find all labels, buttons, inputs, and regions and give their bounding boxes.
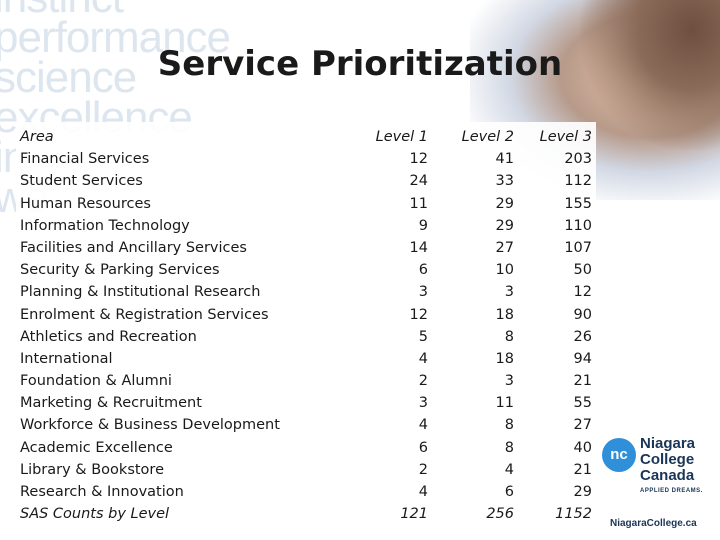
table-cell-l1: 12 [409,151,428,168]
table-cell-l3: 40 [573,439,592,456]
table-cell-l3: 107 [564,239,592,256]
table-cell-l1: 4 [418,484,428,500]
table-cell-l3: 12 [573,284,592,301]
table-cell-l2: 6 [504,484,514,500]
table-cell-l1: 12 [409,306,428,323]
table-cell-area: Enrolment & Registration Services [20,306,269,323]
table-cell-l1: 14 [409,239,428,256]
table-cell-l2: 8 [504,439,514,456]
total-area: SAS Counts by Level [20,506,170,523]
table-cell-l2: 18 [495,350,514,367]
table-cell-l2: 3 [504,284,514,301]
header-area: Area [20,129,54,145]
logo-line2: College [640,451,695,468]
table-cell-l3: 155 [564,195,592,212]
logo-wordmark: Niagara College Canada [640,436,695,484]
website-link[interactable]: NiagaraCollege.ca [610,518,697,529]
table-cell-l1: 2 [418,373,428,390]
total-l1: 121 [400,506,428,523]
level2-column: Level 2 41 33 29 29 27 10 3 18 8 18 3 11 8 8 4 6 256 [430,126,514,525]
background-watermark-words: instinct performance science excellence … [0,0,231,220]
table-panel [16,122,596,528]
table-cell-l1: 6 [418,439,428,456]
table-cell-l2: 3 [504,373,514,390]
table-cell-area: Foundation & Alumni [20,373,172,390]
table-cell-area: International [20,350,113,367]
header-l1: Level 1 [375,129,428,145]
table-cell-area: Planning & Institutional Research [20,284,261,301]
table-cell-l1: 5 [418,328,428,345]
table-cell-l2: 8 [504,328,514,345]
logo-line3: Canada [640,467,695,484]
table-cell-l1: 4 [418,417,428,434]
slide-title: Service Prioritization [157,44,563,84]
table-cell-area: Human Resources [20,195,151,212]
table-cell-area: Marketing & Recruitment [20,395,202,412]
table-cell-l2: 29 [495,195,514,212]
table-cell-area: Information Technology [20,217,190,234]
table-cell-l3: 112 [564,173,592,190]
table-cell-area: Athletics and Recreation [20,328,197,345]
table-cell-l2: 33 [495,173,514,190]
table-cell-l3: 21 [573,373,592,390]
header-l2: Level 2 [461,129,514,145]
table-cell-area: Workforce & Business Development [20,417,280,434]
table-cell-l2: 27 [495,239,514,256]
total-l3: 1152 [555,506,592,523]
table-cell-area: Library & Bookstore [20,461,164,478]
bg-word: performance [0,13,231,62]
table-cell-l3: 26 [573,328,592,345]
table-cell-l2: 29 [495,217,514,234]
table-cell-l3: 90 [573,306,592,323]
table-cell-l2: 4 [504,461,514,478]
college-logo: nc Niagara College Canada APPLIED DREAMS… [600,436,720,498]
table-cell-area: Research & Innovation [20,484,184,500]
logo-tagline: APPLIED DREAMS. [640,488,703,494]
table-cell-l1: 4 [418,350,428,367]
table-cell-l3: 50 [573,262,592,279]
table-cell-area: Security & Parking Services [20,262,220,279]
level3-column: Level 3 203 112 155 110 107 50 12 90 26 94 21 55 27 40… [516,126,592,525]
table-cell-l1: 2 [418,461,428,478]
table-cell-l3: 21 [573,461,592,478]
bg-word: instinct [0,0,230,20]
table-cell-area: Academic Excellence [20,439,173,456]
header-l3: Level 3 [539,129,592,145]
bg-word: science [0,53,137,102]
level1-column: Level 1 12 24 11 9 14 6 3 12 5 4 2 3 4 6 2 4 121 [340,126,428,525]
table-cell-l2: 41 [495,151,514,168]
table-cell-area: Facilities and Ancillary Services [20,239,247,256]
total-l2: 256 [486,506,514,523]
table-cell-l2: 8 [504,417,514,434]
table-cell-l3: 27 [573,417,592,434]
table-cell-l3: 110 [564,217,592,234]
logo-line1: Niagara [640,435,696,452]
table-cell-l1: 3 [418,395,428,412]
table-cell-l1: 24 [409,173,428,190]
student-photo-hair [580,0,720,150]
table-cell-l1: 11 [409,195,428,212]
table-cell-l2: 18 [495,306,514,323]
table-cell-l1: 9 [418,217,428,234]
table-cell-l3: 55 [573,395,592,412]
table-cell-l2: 10 [495,262,514,279]
table-cell-l3: 203 [564,151,592,168]
logo-mark: nc [602,438,636,472]
table-cell-l1: 6 [418,262,428,279]
table-cell-l2: 11 [495,395,514,412]
table-cell-area: Financial Services [20,151,150,168]
table-cell-l3: 29 [573,484,592,500]
area-column: Area Financial Services Student Services Hu… [20,126,280,525]
table-cell-l1: 3 [418,284,428,301]
table-cell-l3: 94 [573,350,592,367]
table-cell-area: Student Services [20,173,143,190]
